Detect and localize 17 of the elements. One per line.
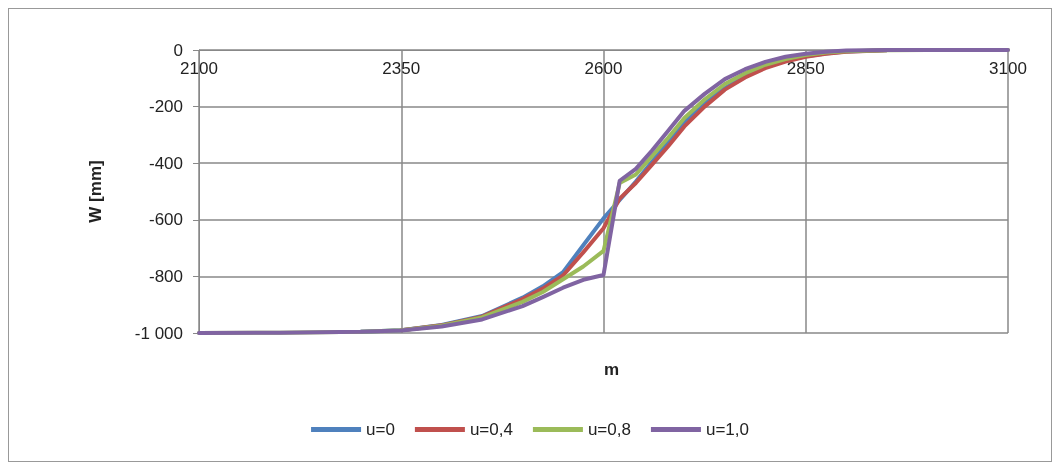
y-tick-label: 0 (173, 40, 183, 60)
y-tick-label: -200 (148, 97, 183, 117)
legend-label: u=0,4 (469, 420, 513, 439)
legend-label: u=1,0 (705, 420, 749, 439)
legend-label: u=0,8 (587, 420, 631, 439)
legend-label: u=0 (366, 420, 395, 439)
y-tick-label: -400 (148, 153, 183, 173)
x-tick-label: 2100 (180, 59, 218, 78)
x-tick-label: 2600 (584, 59, 623, 78)
y-tick-label: -800 (148, 266, 183, 286)
y-tick-label: -600 (148, 210, 183, 230)
x-tick-label: 3100 (989, 59, 1027, 78)
x-tick-label: 2850 (786, 59, 825, 78)
y-axis-title: W [mm] (86, 160, 105, 223)
x-tick-label: 2350 (382, 59, 421, 78)
x-axis-title: m (604, 360, 620, 379)
y-tick-label: -1 000 (134, 323, 183, 343)
